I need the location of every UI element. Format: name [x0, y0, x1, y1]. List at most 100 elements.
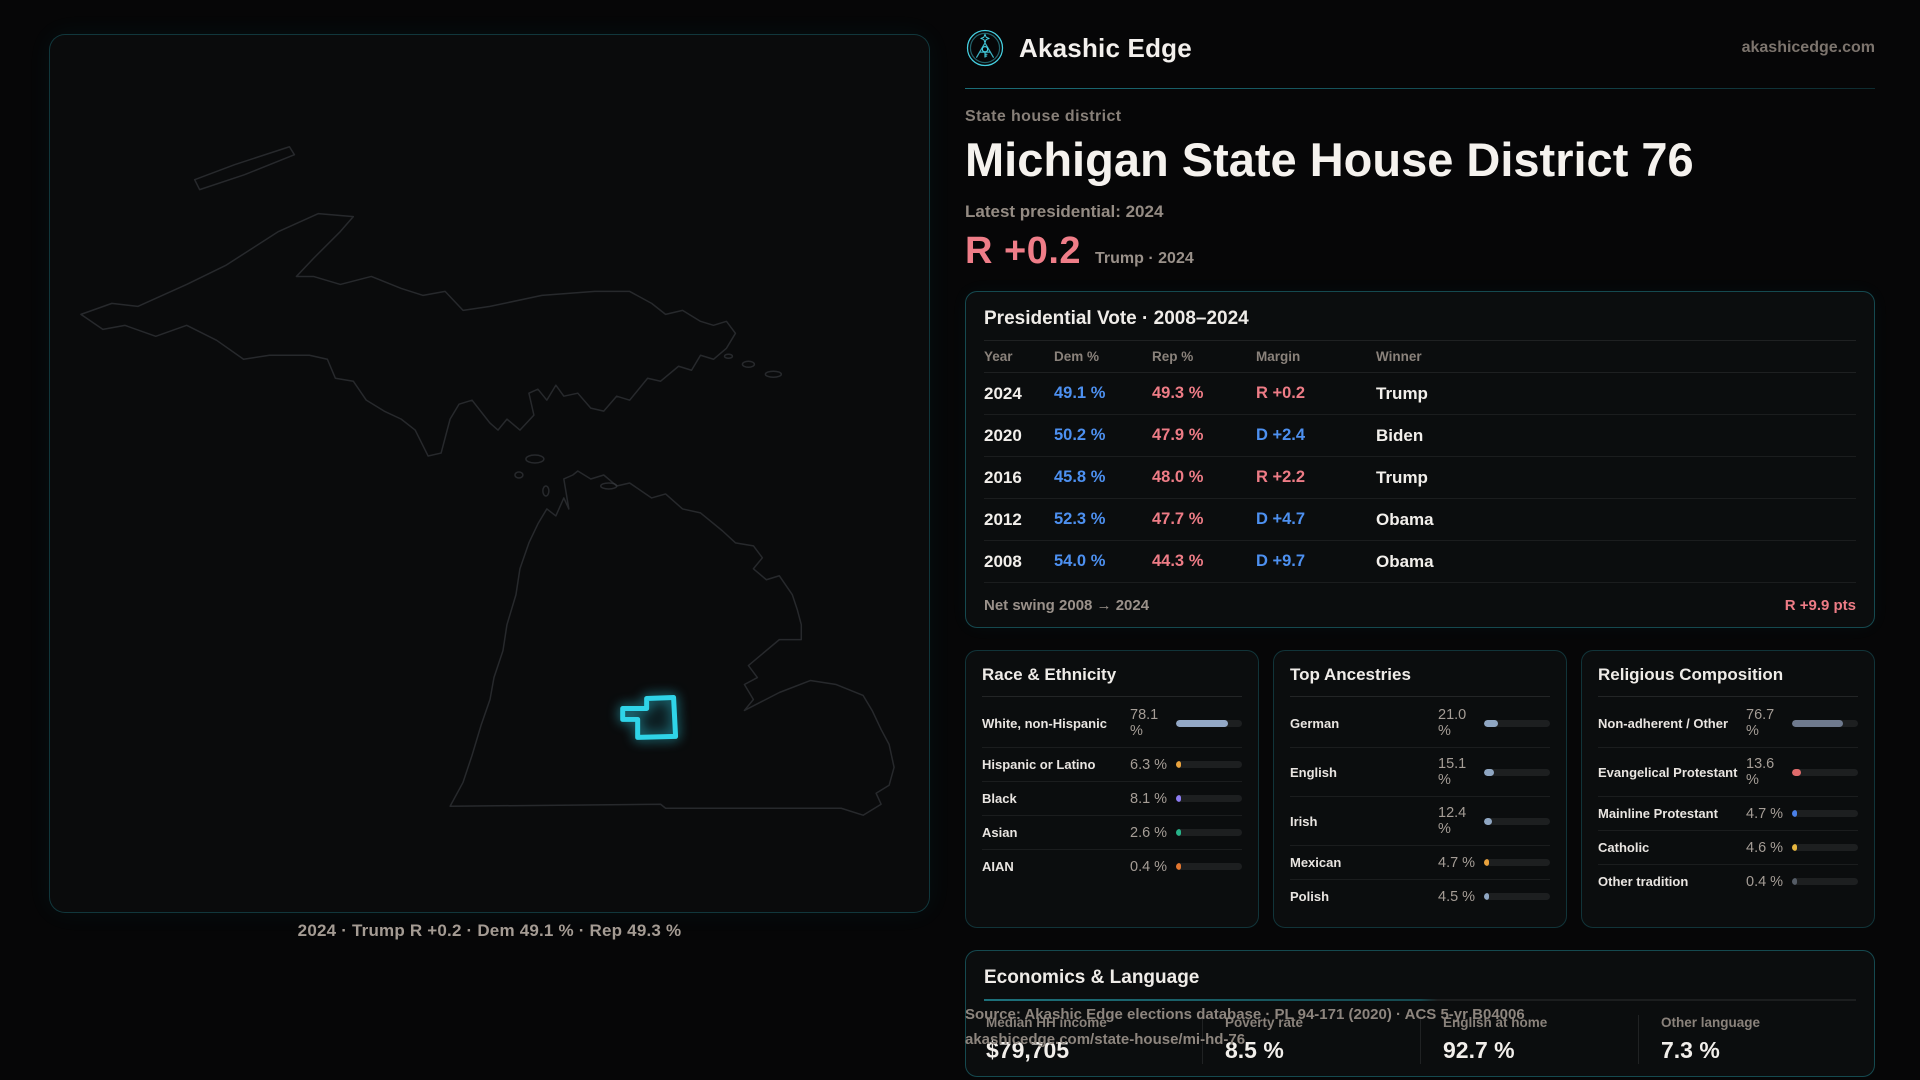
vote-dem-pct: 49.1 % — [1054, 384, 1106, 402]
panel-religious-composition: Religious Composition Non-adherent / Oth… — [1581, 650, 1875, 928]
stat-value: 13.6 % — [1746, 756, 1775, 788]
stat-label: Catholic — [1598, 840, 1650, 855]
stat-label: AIAN — [982, 859, 1014, 874]
vote-panel: Presidential Vote · 2008–2024 Year Dem % R… — [965, 291, 1875, 628]
vote-winner: Obama — [1376, 551, 1434, 571]
divider — [984, 999, 1856, 1001]
stat-bar — [1484, 893, 1550, 900]
vote-dem-pct: 45.8 % — [1054, 468, 1106, 486]
stat-value: 76.7 % — [1746, 707, 1775, 739]
panel-title: Top Ancestries — [1290, 665, 1411, 684]
vote-rep-pct: 48.0 % — [1152, 468, 1204, 486]
vote-row: 2024 49.1 % 49.3 % R +0.2 Trump — [984, 373, 1856, 415]
stat-bar — [1792, 768, 1858, 776]
vote-year: 2024 — [984, 383, 1022, 403]
stat-bar-fill — [1484, 768, 1494, 776]
stat-row: Catholic 4.6 % — [1598, 831, 1858, 865]
stat-value: 21.0 % — [1438, 707, 1467, 739]
stat-label: Asian — [982, 825, 1018, 840]
econ-stat: English at home 92.7 % — [1420, 1015, 1638, 1064]
stat-bar-fill — [1484, 817, 1493, 825]
report-column: Akashic Edge akashicedge.com State house… — [965, 28, 1875, 1077]
vote-col-header: Margin — [1256, 349, 1301, 364]
vote-rep-pct: 49.3 % — [1152, 384, 1204, 402]
stat-label: Irish — [1290, 813, 1318, 829]
stat-bar — [1176, 795, 1242, 802]
race-rows: White, non-Hispanic 78.1 % Hispanic or Lat… — [982, 699, 1242, 883]
lower-peninsula-outline — [449, 470, 895, 816]
econ-stat-value: 8.5 % — [1225, 1037, 1284, 1063]
stat-value: 0.4 % — [1130, 858, 1168, 875]
stat-bar-fill — [1176, 795, 1182, 802]
stat-bar — [1176, 719, 1242, 727]
vote-col-header: Year — [984, 349, 1013, 364]
net-swing-label: Net swing 2008 → 2024 — [984, 596, 1150, 614]
stat-bar-fill — [1792, 768, 1801, 776]
vote-col-header: Winner — [1376, 349, 1422, 364]
divider — [982, 696, 1242, 697]
vote-margin: D +9.7 — [1256, 552, 1306, 570]
michigan-map — [80, 145, 895, 816]
stat-value: 6.3 % — [1130, 756, 1168, 773]
stat-row: Irish 12.4 % — [1290, 797, 1550, 846]
vote-row: 2008 54.0 % 44.3 % D +9.7 Obama — [984, 541, 1856, 583]
kicker: State house district — [965, 108, 1122, 125]
vote-rep-pct: 47.7 % — [1152, 510, 1204, 528]
upper-peninsula-outline — [80, 212, 737, 457]
vote-margin: R +0.2 — [1256, 384, 1306, 402]
district-highlight[interactable] — [620, 694, 679, 740]
econ-stat-label: Poverty rate — [1225, 1015, 1304, 1030]
stat-label: Mexican — [1290, 855, 1342, 870]
econ-stat: Other language 7.3 % — [1638, 1015, 1856, 1064]
stat-row: Black 8.1 % — [982, 782, 1242, 816]
econ-stat-value: 7.3 % — [1661, 1037, 1720, 1063]
stat-bar — [1176, 761, 1242, 768]
stat-bar-fill — [1792, 810, 1797, 817]
religion-rows: Non-adherent / Other 76.7 % Evangelical Pr… — [1598, 699, 1858, 898]
vote-col-header: Dem % — [1054, 349, 1100, 364]
vote-rep-pct: 44.3 % — [1152, 552, 1204, 570]
stat-bar — [1484, 859, 1550, 866]
stat-label: White, non-Hispanic — [982, 715, 1107, 731]
stat-bar-fill — [1176, 863, 1181, 870]
stat-bar-fill — [1176, 761, 1181, 768]
stat-bar — [1176, 863, 1242, 870]
stat-label: Evangelical Protestant — [1598, 764, 1738, 780]
stat-bar-fill — [1792, 878, 1797, 885]
net-swing-value: R +9.9 pts — [1784, 596, 1856, 614]
page-title: Michigan State House District 76 — [965, 133, 1694, 186]
stat-label: Non-adherent / Other — [1598, 715, 1729, 731]
stat-label: German — [1290, 715, 1340, 731]
vote-winner: Trump — [1376, 467, 1428, 487]
stat-value: 78.1 % — [1130, 707, 1159, 739]
vote-margin: R +2.2 — [1256, 468, 1306, 486]
stat-row: Mexican 4.7 % — [1290, 846, 1550, 880]
vote-row: 2020 50.2 % 47.9 % D +2.4 Biden — [984, 415, 1856, 457]
stat-row: Non-adherent / Other 76.7 % — [1598, 699, 1858, 748]
divider — [1290, 696, 1550, 697]
vote-panel-title: Presidential Vote · 2008–2024 — [984, 308, 1249, 329]
econ-stat-value: 92.7 % — [1443, 1037, 1515, 1063]
stat-row: Evangelical Protestant 13.6 % — [1598, 748, 1858, 797]
stat-value: 8.1 % — [1130, 790, 1168, 807]
stat-row: English 15.1 % — [1290, 748, 1550, 797]
stat-row: White, non-Hispanic 78.1 % — [982, 699, 1242, 748]
econ-stat-label: Other language — [1661, 1015, 1761, 1030]
stat-value: 4.5 % — [1438, 888, 1476, 905]
stat-value: 0.4 % — [1746, 873, 1784, 890]
hero-context: Trump · 2024 — [1095, 250, 1194, 267]
stat-bar-fill — [1792, 719, 1843, 727]
stat-bar — [1484, 817, 1550, 825]
site-link[interactable]: akashicedge.com — [1741, 39, 1875, 56]
econ-stat-label: Median HH income — [986, 1015, 1107, 1030]
stat-label: Other tradition — [1598, 874, 1689, 889]
panel-top-ancestries: Top Ancestries German 21.0 % English 15.1 %… — [1273, 650, 1567, 928]
econ-stat-value: $79,705 — [986, 1037, 1070, 1063]
stat-label: English — [1290, 764, 1337, 780]
stat-bar-fill — [1484, 893, 1489, 900]
econ-stat: Poverty rate 8.5 % — [1202, 1015, 1420, 1064]
stat-value: 15.1 % — [1438, 756, 1467, 788]
brand-name: Akashic Edge — [1019, 32, 1192, 63]
stat-bar-fill — [1484, 719, 1498, 727]
vote-rows: 2024 49.1 % 49.3 % R +0.2 Trump 2020 50.2 % 47.… — [984, 373, 1856, 583]
